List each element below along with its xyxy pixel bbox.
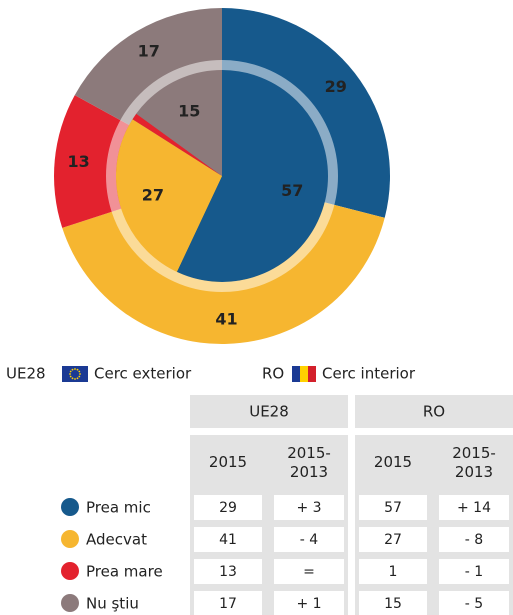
slice-label: 27	[142, 186, 164, 205]
table-cell-text: 57	[384, 500, 402, 516]
table-cell	[439, 495, 509, 520]
slice-label: 15	[178, 101, 200, 120]
table-col-header: 2015-2013	[287, 444, 331, 481]
row-label: Prea mare	[86, 563, 163, 581]
table-cell	[194, 559, 262, 584]
flag-ro	[308, 366, 316, 382]
legend-name: UE28	[6, 365, 46, 383]
table-cell-text: 13	[219, 564, 237, 580]
row-label: Adecvat	[86, 531, 147, 549]
table-cell	[359, 527, 427, 552]
pie-slice	[176, 70, 328, 283]
table-cell	[274, 591, 344, 615]
table-cell-text: 41	[219, 532, 237, 548]
table-col-header-line: 2013	[455, 463, 493, 481]
table-cell-text: 29	[219, 500, 237, 516]
separator-ring	[106, 60, 338, 292]
flag-ro	[300, 366, 308, 382]
flag-star	[74, 368, 76, 370]
slice-label: 17	[138, 42, 160, 61]
table-cell	[359, 495, 427, 520]
table-cell-text: + 3	[296, 500, 321, 516]
table-cell	[274, 495, 344, 520]
flag-star	[69, 375, 72, 378]
table-body-bg	[190, 435, 348, 615]
pie-slice	[132, 113, 222, 176]
table-cell-text: - 5	[465, 596, 483, 612]
row-label: Prea mic	[86, 499, 151, 517]
table-col-header: 2015-2013	[452, 444, 496, 481]
slice-label: 41	[215, 309, 237, 328]
legend-label: Cerc exterior	[94, 365, 192, 383]
table-col-header: 2015	[209, 453, 247, 471]
table-group-header	[190, 395, 348, 428]
table-body-bg	[355, 435, 513, 615]
pie-slice	[115, 119, 222, 272]
table-cell-text: 15	[384, 596, 402, 612]
legend-label: Cerc interior	[322, 365, 416, 383]
table-col-header-line: 2015	[374, 453, 412, 471]
flag-star	[74, 378, 76, 380]
table-cell-text: - 4	[300, 532, 319, 548]
table-cell	[439, 527, 509, 552]
table-col-header-line: 2015-	[287, 444, 331, 462]
pie-slice	[136, 70, 222, 176]
table-cell	[194, 495, 262, 520]
table-cell	[194, 527, 262, 552]
table-col-header: 2015	[374, 453, 412, 471]
table-col-header-line: 2013	[290, 463, 328, 481]
slice-label: 57	[281, 181, 303, 200]
table-col-header-line: 2015-	[452, 444, 496, 462]
flag-ro	[292, 366, 300, 382]
table-cell-text: 1	[389, 564, 398, 580]
legend-dot	[61, 594, 79, 612]
table-cell-text: - 8	[465, 532, 483, 548]
flag-star	[76, 377, 79, 380]
table-cell-text: 27	[384, 532, 402, 548]
legend-dot	[61, 562, 79, 580]
table-cell-text: - 1	[465, 564, 483, 580]
table-cell	[359, 591, 427, 615]
table-cell	[439, 591, 509, 615]
table-cell	[274, 559, 344, 584]
table-cell	[439, 559, 509, 584]
flag-star	[71, 368, 74, 371]
flag-star	[71, 377, 74, 380]
row-label: Nu ştiu	[86, 595, 139, 613]
table-cell-text: =	[303, 564, 315, 580]
table-group-label: UE28	[249, 403, 289, 421]
flag-eu	[62, 366, 88, 382]
table-cell	[359, 559, 427, 584]
table-cell	[194, 591, 262, 615]
flag-star	[76, 368, 79, 371]
table-cell-text: 17	[219, 596, 237, 612]
table-cell-text: + 14	[457, 500, 491, 516]
table-group-label: RO	[423, 403, 445, 421]
legend-dot	[61, 498, 79, 516]
flag-star	[78, 370, 81, 373]
slice-label: 13	[68, 152, 90, 171]
table-cell-text: + 1	[296, 596, 321, 612]
flag-star	[69, 373, 71, 375]
flag-star	[69, 370, 72, 373]
legend-name: RO	[262, 365, 284, 383]
legend-dot	[61, 530, 79, 548]
table-cell	[274, 527, 344, 552]
flag-star	[78, 375, 81, 378]
flag-star	[79, 373, 81, 375]
slice-label: 29	[325, 77, 347, 96]
table-group-header	[355, 395, 513, 428]
table-col-header-line: 2015	[209, 453, 247, 471]
